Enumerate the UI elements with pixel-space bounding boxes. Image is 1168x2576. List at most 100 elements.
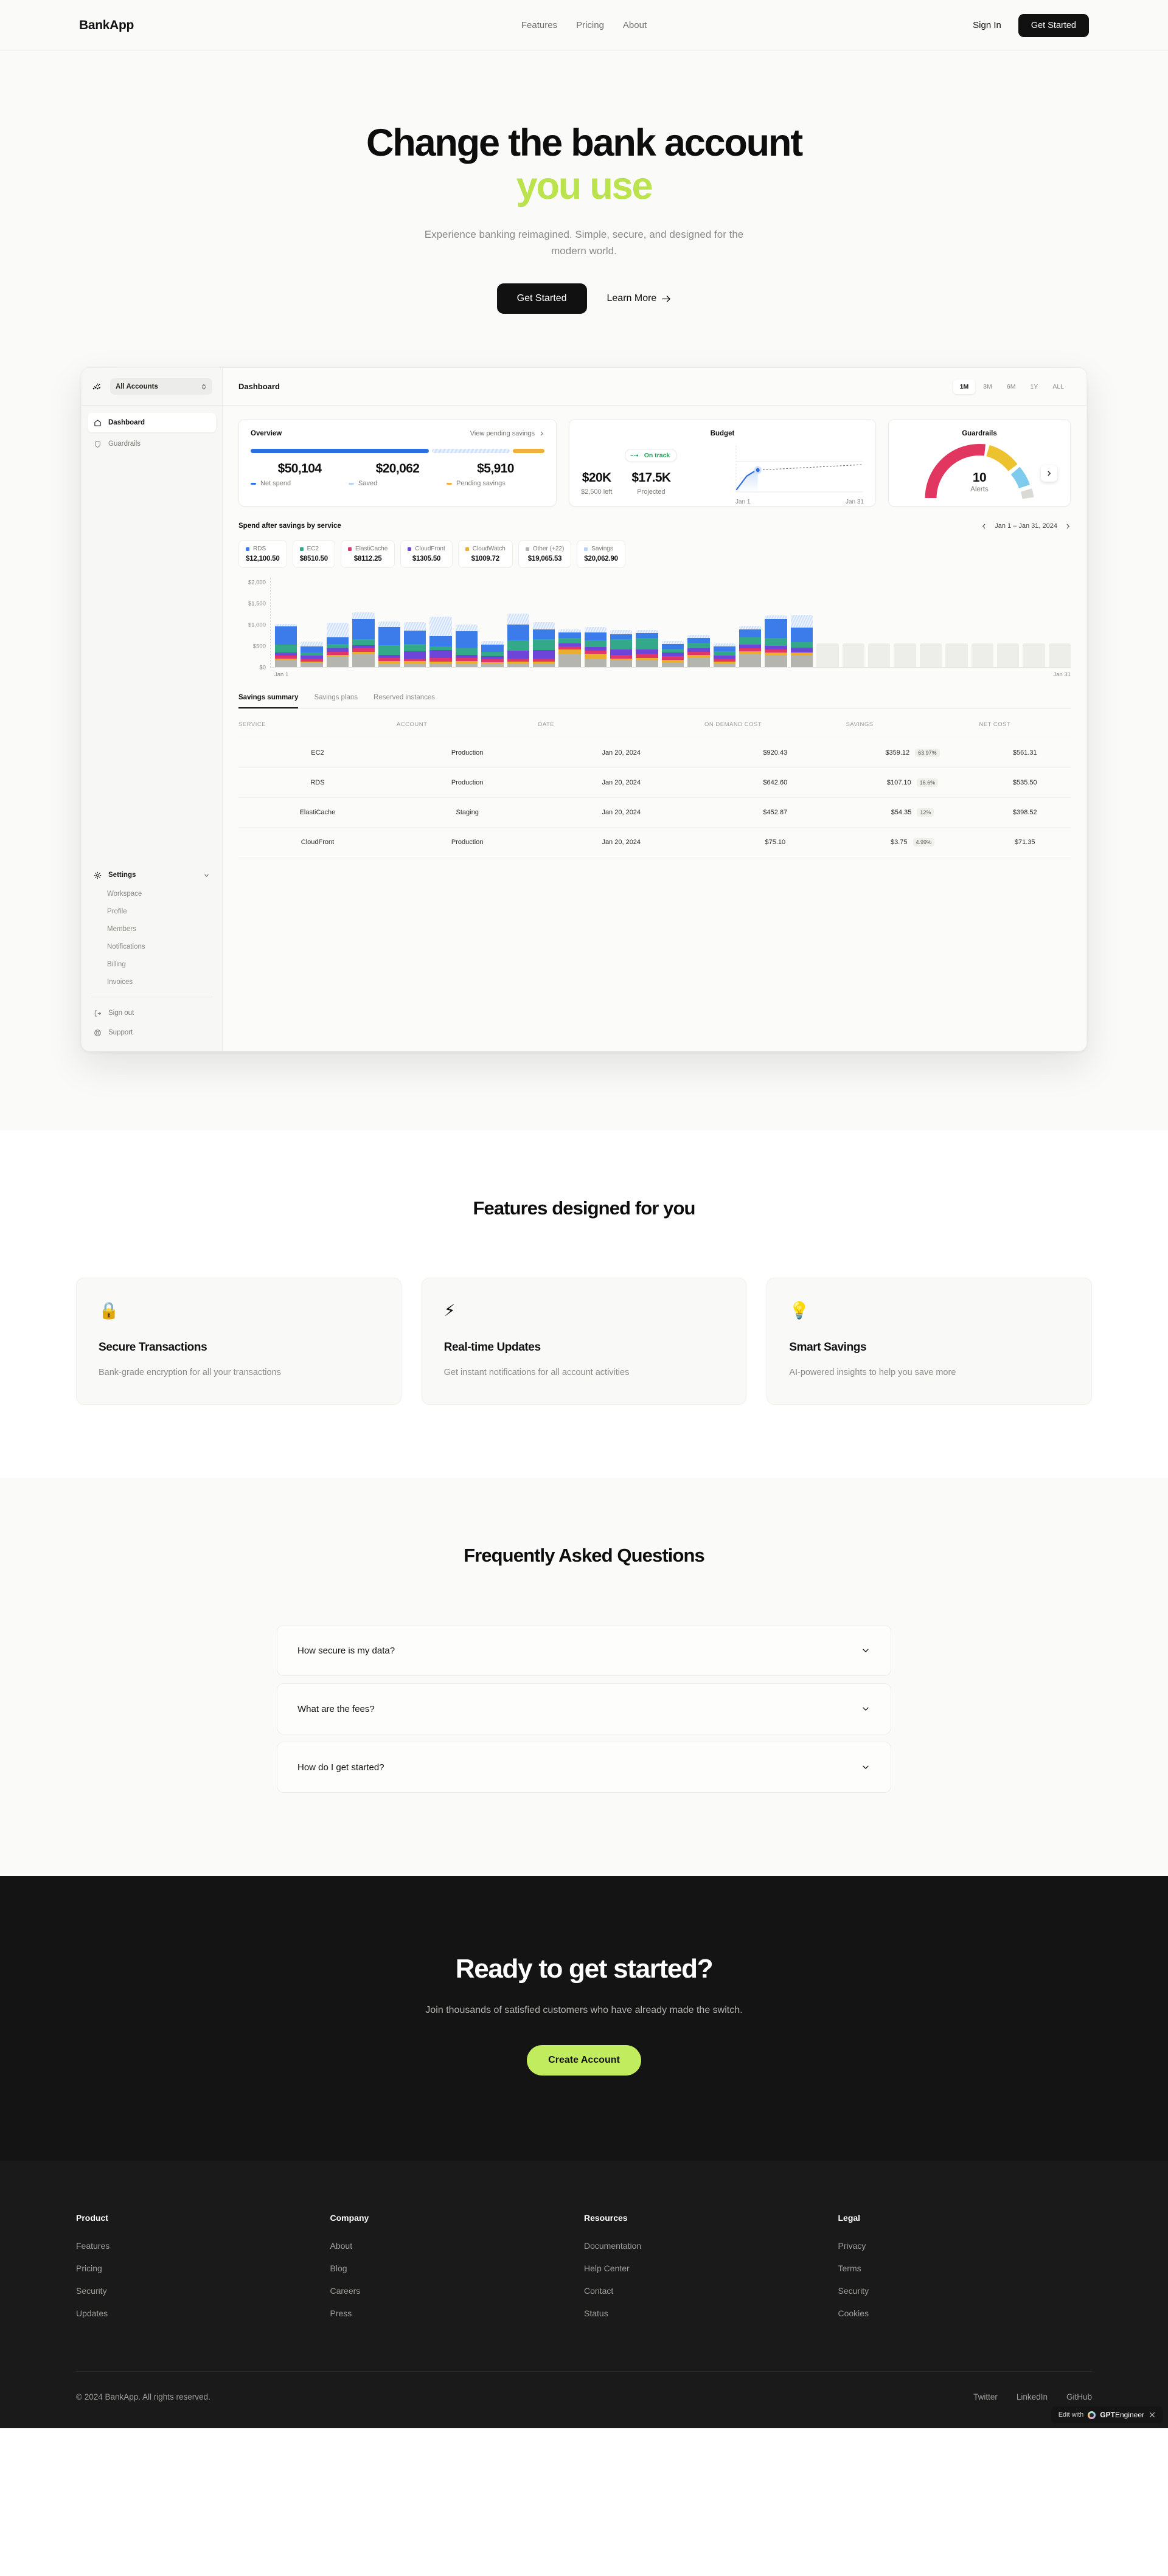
legend-item-cloudfront[interactable]: CloudFront $1305.50 [400,540,453,569]
footer-link-press[interactable]: Press [330,2308,352,2319]
tab-savings-plans[interactable]: Savings plans [314,694,358,702]
range-all[interactable]: ALL [1046,379,1071,394]
legend-item-elasticache[interactable]: ElastiCache $8112.25 [340,540,395,569]
chart-bar[interactable] [403,622,426,668]
social-link-github[interactable]: GitHub [1066,2392,1092,2402]
chart-bar[interactable] [352,612,375,668]
col-net-cost[interactable]: NET COST [979,712,1071,739]
chart-bar[interactable] [455,625,478,668]
sidebar-item-guardrails[interactable]: Guardrails [88,434,216,454]
footer-link-features[interactable]: Features [76,2241,110,2251]
footer-link-terms[interactable]: Terms [838,2263,861,2274]
chart-bar[interactable] [507,613,529,668]
nav-link-about[interactable]: About [622,20,647,30]
chart-bar[interactable] [713,643,736,668]
brand-logo[interactable]: BankApp [79,18,134,32]
footer-link-status[interactable]: Status [584,2308,608,2319]
range-3m[interactable]: 3M [976,379,999,394]
chart-bar[interactable] [661,640,684,668]
col-savings[interactable]: SAVINGS [846,712,979,739]
footer-link-privacy[interactable]: Privacy [838,2241,866,2251]
chart-bar[interactable] [816,643,839,668]
chart-bar[interactable] [996,643,1020,668]
chart-bar[interactable] [687,635,710,668]
col-on-demand-cost[interactable]: ON DEMAND COST [704,712,846,739]
legend-item-savings[interactable]: Savings $20,062.90 [577,540,625,569]
guardrails-next-button[interactable] [1041,465,1057,482]
sidebar-support[interactable]: Support [82,1023,222,1042]
social-link-twitter[interactable]: Twitter [973,2392,998,2402]
chart-bar[interactable] [894,643,916,668]
footer-link-documentation[interactable]: Documentation [584,2241,642,2251]
sidebar-settings-profile[interactable]: Profile [107,907,127,915]
nav-link-pricing[interactable]: Pricing [576,20,604,30]
chart-bar[interactable] [558,629,581,668]
sidebar-settings-invoices[interactable]: Invoices [107,978,133,986]
chart-bar[interactable] [378,621,400,668]
chevron-right-icon[interactable] [1065,523,1071,530]
range-1m[interactable]: 1M [953,379,976,394]
chart-bar[interactable] [1048,643,1071,668]
sidebar-settings-billing[interactable]: Billing [107,960,126,968]
range-6m[interactable]: 6M [1000,379,1023,394]
chart-bar[interactable] [584,626,607,668]
footer-link-updates[interactable]: Updates [76,2308,108,2319]
chart-bar[interactable] [790,614,813,668]
chart-bar[interactable] [301,641,323,668]
tab-savings-summary[interactable]: Savings summary [238,694,299,709]
view-pending-savings-link[interactable]: View pending savings [470,430,544,437]
hero-get-started-button[interactable]: Get Started [496,283,587,314]
footer-link-blog[interactable]: Blog [330,2263,347,2274]
sidebar-settings-notifications[interactable]: Notifications [107,943,145,950]
nav-link-features[interactable]: Features [521,20,558,30]
tab-reserved-instances[interactable]: Reserved instances [374,694,436,702]
legend-item-other-22[interactable]: Other (+22) $19,065.53 [518,540,572,569]
close-icon[interactable] [1149,2411,1156,2418]
sidebar-settings-members[interactable]: Members [107,925,136,933]
chart-bar[interactable] [636,630,658,668]
table-row[interactable]: CloudFront Production Jan 20, 2024 $75.10 $3… [238,827,1071,858]
footer-link-legal-security[interactable]: Security [838,2286,869,2296]
chart-bar[interactable] [610,629,633,668]
legend-item-cloudwatch[interactable]: CloudWatch $1009.72 [457,540,513,569]
gpt-engineer-badge[interactable]: Edit with GPTEngineer [1051,2406,1163,2424]
footer-link-help-center[interactable]: Help Center [584,2263,630,2274]
footer-link-careers[interactable]: Careers [330,2286,361,2296]
account-selector[interactable]: All Accounts [110,378,212,395]
chart-bar[interactable] [842,643,864,668]
chart-bar[interactable] [481,640,504,668]
col-service[interactable]: SERVICE [238,712,397,739]
sign-in-link[interactable]: Sign In [973,20,1001,30]
chart-bar[interactable] [326,622,349,668]
chart-bar[interactable] [971,643,993,668]
col-account[interactable]: ACCOUNT [396,712,538,739]
legend-item-rds[interactable]: RDS $12,100.50 [238,540,287,569]
table-row[interactable]: RDS Production Jan 20, 2024 $642.60 $107.10 1… [238,767,1071,798]
chart-bar[interactable] [429,616,452,668]
chart-bar[interactable] [532,622,555,668]
nav-get-started-button[interactable]: Get Started [1018,13,1089,37]
chart-bar[interactable] [1023,643,1045,668]
faq-item-1[interactable]: What are the fees? [277,1683,891,1735]
sidebar-settings-workspace[interactable]: Workspace [107,890,142,898]
chart-bar[interactable] [275,624,297,668]
footer-link-security[interactable]: Security [76,2286,107,2296]
faq-item-2[interactable]: How do I get started? [277,1742,891,1793]
footer-link-pricing[interactable]: Pricing [76,2263,102,2274]
sidebar-sign-out[interactable]: Sign out [82,1003,222,1023]
faq-item-0[interactable]: How secure is my data? [277,1625,891,1677]
chart-bar[interactable] [945,643,968,668]
chevron-left-icon[interactable] [981,523,987,530]
sidebar-settings-group[interactable]: Settings [82,865,222,885]
range-1y[interactable]: 1Y [1023,379,1045,394]
footer-link-cookies[interactable]: Cookies [838,2308,869,2319]
create-account-button[interactable]: Create Account [527,2045,641,2076]
col-date[interactable]: DATE [538,712,705,739]
legend-item-ec2[interactable]: EC2 $8510.50 [292,540,335,569]
chart-bar[interactable] [739,626,762,668]
footer-link-contact[interactable]: Contact [584,2286,614,2296]
footer-link-about[interactable]: About [330,2241,353,2251]
table-row[interactable]: ElastiCache Staging Jan 20, 2024 $452.87 $54… [238,797,1071,828]
sidebar-item-dashboard[interactable]: Dashboard [88,413,216,433]
chart-bar[interactable] [919,643,942,668]
